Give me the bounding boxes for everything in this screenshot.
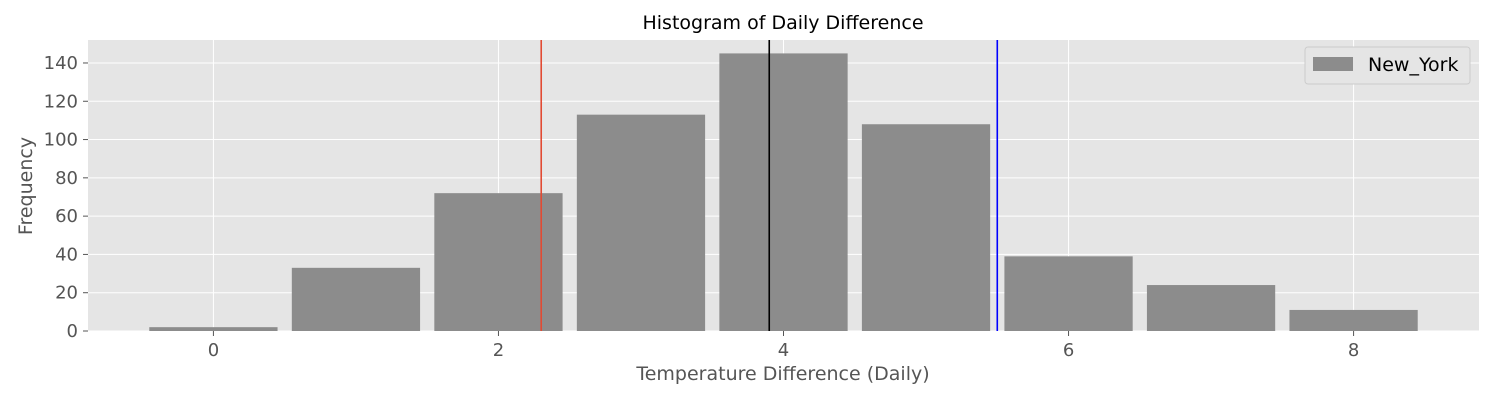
reference-lines xyxy=(540,40,999,331)
x-tick-label: 2 xyxy=(493,340,504,361)
histogram-bar xyxy=(1289,309,1418,331)
y-tick-label: 140 xyxy=(44,53,78,74)
y-axis-label: Frequency xyxy=(15,137,37,235)
x-tick-label: 8 xyxy=(1348,340,1359,361)
x-tick-label: 4 xyxy=(778,340,789,361)
y-tick-label: 100 xyxy=(44,130,78,151)
legend-swatch xyxy=(1313,57,1353,71)
chart-title: Histogram of Daily Difference xyxy=(642,12,923,34)
y-tick-label: 60 xyxy=(55,206,78,227)
x-tick-label: 6 xyxy=(1063,340,1074,361)
histogram-bar xyxy=(434,193,563,331)
x-axis-label: Temperature Difference (Daily) xyxy=(635,363,929,385)
histogram-bar xyxy=(1004,256,1133,331)
histogram-bar xyxy=(1146,285,1276,331)
histogram-bar xyxy=(149,327,278,331)
y-tick-label: 20 xyxy=(55,283,78,304)
histogram-bar xyxy=(861,124,991,331)
histogram-bar xyxy=(291,267,421,331)
histogram-bar xyxy=(719,53,848,332)
y-tick-label: 120 xyxy=(44,91,78,112)
legend: New_York xyxy=(1304,46,1471,85)
legend-box xyxy=(1304,46,1471,85)
legend-label: New_York xyxy=(1368,54,1458,76)
x-tick-label: 0 xyxy=(208,340,219,361)
y-tick-label: 0 xyxy=(67,321,78,342)
histogram-bar xyxy=(576,114,706,331)
y-tick-label: 40 xyxy=(55,244,78,265)
y-tick-label: 80 xyxy=(55,168,78,189)
